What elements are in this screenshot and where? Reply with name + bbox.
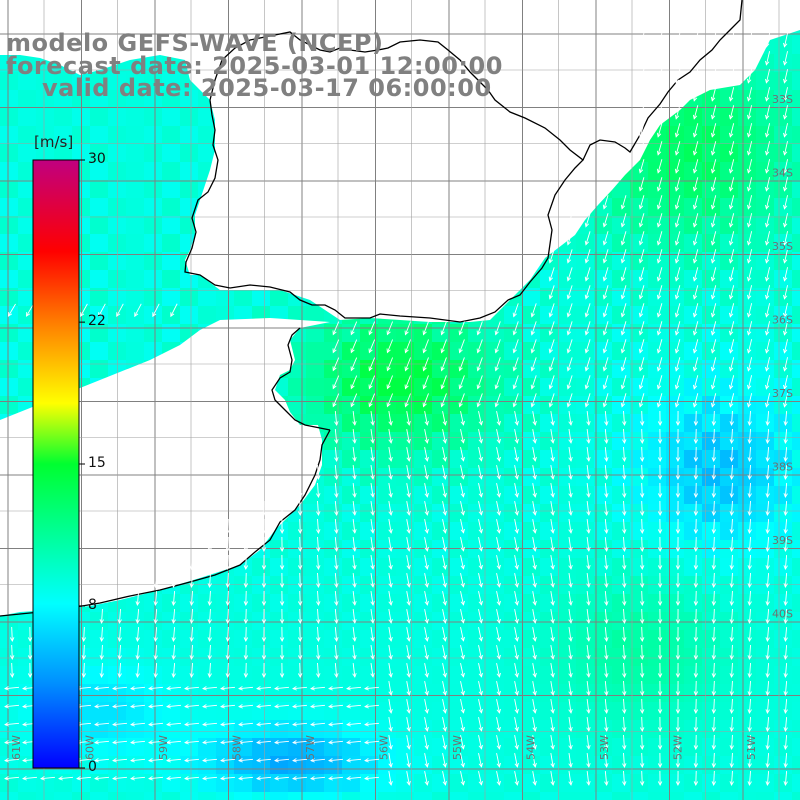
lat-label: 34S: [772, 167, 793, 180]
colorbar-unit: [m/s]: [34, 133, 74, 151]
coastline-brazil: [582, 0, 743, 161]
coastline-north: [184, 31, 584, 323]
grid-labels: 33S 34S 35S 36S 37S 38S 39S 40S 61W 60W 59W 58W 57W 5…: [10, 93, 793, 760]
forecast-date: forecast date: 2025-03-01 12:00:00: [6, 52, 503, 80]
coastline-samborombon: [271, 327, 331, 431]
lat-label: 35S: [772, 240, 793, 253]
model-title: modelo GEFS-WAVE (NCEP): [6, 29, 384, 57]
lon-label: 55W: [451, 735, 464, 760]
colorbar-tick-label: 30: [88, 151, 106, 167]
land-lower: [0, 318, 330, 616]
colorbar: [32, 159, 85, 769]
lon-label: 58W: [231, 735, 244, 760]
lon-label: 54W: [525, 735, 538, 760]
lat-label: 39S: [772, 534, 793, 547]
colorbar-tick-label: 22: [88, 313, 106, 330]
lat-label: 40S: [772, 608, 793, 621]
lat-label: 37S: [772, 387, 793, 400]
lon-label: 53W: [598, 735, 611, 760]
wind-arrows: [4, 33, 788, 786]
lon-label: 60W: [84, 735, 97, 760]
valid-date: valid date: 2025-03-17 06:00:00: [42, 74, 492, 102]
colorbar-tick-label: 0: [88, 759, 97, 775]
lon-label: 57W: [304, 735, 317, 760]
land-upper: [0, 0, 800, 322]
lat-label: 33S: [772, 93, 793, 106]
colorbar-gradient: [32, 159, 80, 769]
lat-label: 36S: [772, 314, 793, 327]
lon-label: 59W: [157, 735, 170, 760]
colorbar-tick-label: 15: [88, 455, 106, 471]
lon-label: 51W: [745, 735, 758, 760]
lon-label: 61W: [10, 735, 23, 760]
lat-label: 38S: [772, 461, 793, 474]
lon-label: 56W: [378, 735, 391, 760]
land-area: [0, 0, 800, 616]
lon-label: 52W: [672, 735, 685, 760]
colorbar-tick-label: 8: [88, 596, 97, 613]
